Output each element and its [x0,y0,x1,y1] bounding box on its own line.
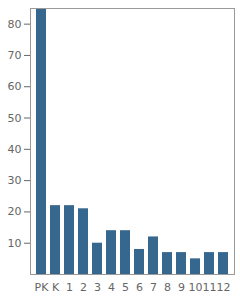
svg-text:PK: PK [35,281,50,294]
svg-text:50: 50 [8,112,22,125]
svg-text:8: 8 [164,281,171,294]
svg-text:6: 6 [136,281,143,294]
svg-text:20: 20 [8,205,22,218]
svg-text:K: K [52,281,60,294]
svg-text:4: 4 [108,281,115,294]
svg-text:10: 10 [189,281,203,294]
svg-text:2: 2 [80,281,87,294]
svg-text:7: 7 [150,281,157,294]
svg-text:11: 11 [203,281,217,294]
svg-text:9: 9 [178,281,185,294]
svg-text:80: 80 [8,18,22,31]
svg-text:70: 70 [8,49,22,62]
svg-text:10: 10 [8,237,22,250]
svg-text:60: 60 [8,80,22,93]
svg-text:40: 40 [8,143,22,156]
svg-text:12: 12 [217,281,231,294]
svg-text:5: 5 [122,281,129,294]
svg-text:30: 30 [8,174,22,187]
svg-text:3: 3 [94,281,101,294]
svg-text:1: 1 [66,281,73,294]
